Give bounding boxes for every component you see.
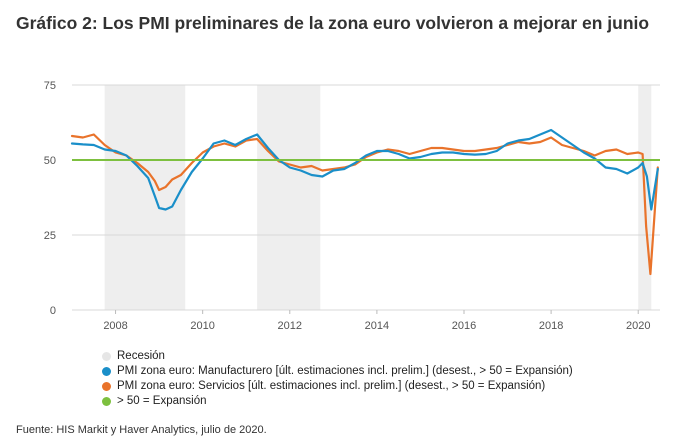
- recession-band-1: [104, 85, 186, 310]
- x-tick-label: 2008: [103, 320, 127, 332]
- legend-label-recession: Recesión: [117, 350, 165, 362]
- source-note: Fuente: HIS Markit y Haver Analytics, ju…: [16, 424, 267, 436]
- x-tick-label: 2018: [539, 320, 563, 332]
- legend-item-manufacturing: PMI zona euro: Manufacturero [últ. estim…: [102, 364, 573, 379]
- manufacturing-swatch: [102, 367, 111, 376]
- threshold-swatch: [102, 397, 111, 406]
- y-tick-label: 50: [44, 155, 56, 167]
- x-tick-label: 2014: [365, 320, 389, 332]
- recession-bands: [104, 85, 652, 310]
- x-tick-label: 2020: [626, 320, 650, 332]
- series-line-services: [70, 133, 659, 276]
- legend-label-manufacturing: PMI zona euro: Manufacturero [últ. estim…: [117, 365, 573, 377]
- legend-item-threshold: > 50 = Expansión: [102, 394, 573, 409]
- recession-band-2: [257, 85, 321, 310]
- y-tick-label: 25: [44, 230, 56, 242]
- legend-label-threshold: > 50 = Expansión: [117, 395, 207, 407]
- series-lines: [70, 128, 659, 276]
- y-axis: 0 25 50 75: [44, 80, 56, 317]
- x-axis: 2008 2010 2012 2014 2016 2018 2020: [103, 310, 650, 332]
- services-swatch: [102, 382, 111, 391]
- recession-swatch: [102, 352, 111, 361]
- series-line-manufacturing: [70, 128, 659, 211]
- y-tick-label: 75: [44, 80, 56, 92]
- x-tick-label: 2010: [190, 320, 214, 332]
- legend-label-services: PMI zona euro: Servicios [últ. estimacio…: [117, 380, 546, 392]
- x-tick-label: 2012: [278, 320, 302, 332]
- legend-item-recession: Recesión: [102, 349, 573, 364]
- y-tick-label: 0: [50, 305, 56, 317]
- chart-title: Gráfico 2: Los PMI preliminares de la zo…: [16, 13, 650, 33]
- chart-legend: Recesión PMI zona euro: Manufacturero [ú…: [102, 349, 573, 409]
- x-tick-label: 2016: [452, 320, 476, 332]
- legend-item-services: PMI zona euro: Servicios [últ. estimacio…: [102, 379, 573, 394]
